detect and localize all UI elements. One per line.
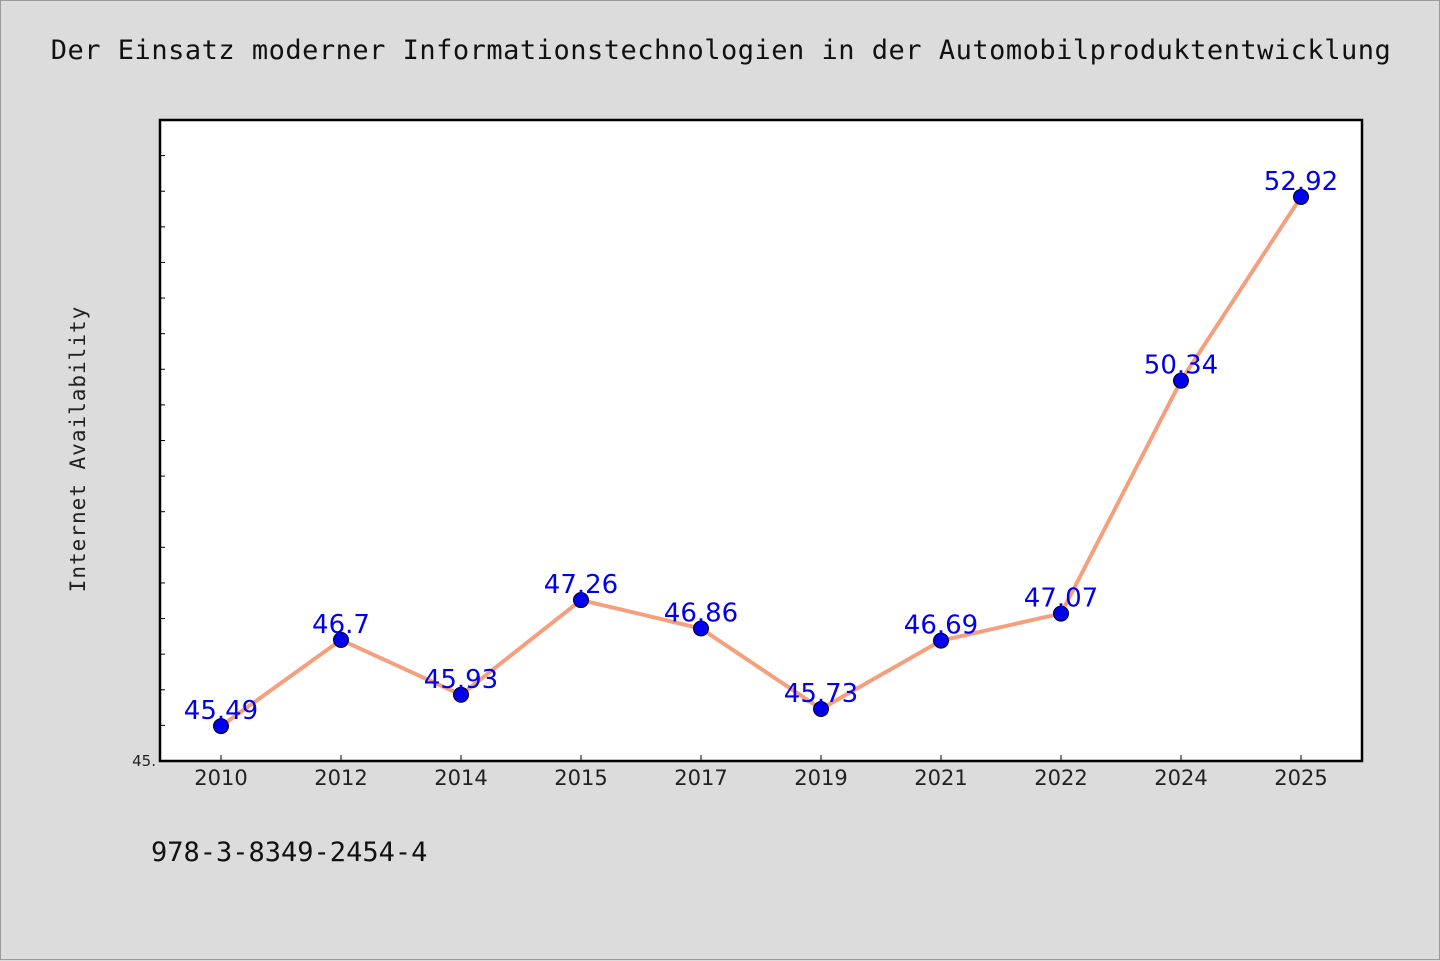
data-label: 46.69 [904,611,978,641]
x-tick-label: 2021 [914,766,967,790]
data-point [1053,605,1069,622]
x-tick-label: 2017 [674,766,727,790]
data-point [933,632,949,649]
x-tick-label: 2022 [1034,766,1087,790]
data-label: 45.93 [424,665,498,695]
data-label: 46.7 [312,610,370,640]
data-point [1293,188,1309,205]
data-label: 46.86 [664,599,738,629]
chart-title: Der Einsatz moderner Informationstechnol… [50,35,1392,66]
data-label: 47.07 [1024,584,1098,614]
data-point [1173,372,1189,389]
x-tick-label: 2014 [434,766,487,790]
y-tick-label: 45. [132,752,156,770]
plot-background [160,120,1362,761]
x-tick-label: 2010 [194,766,247,790]
data-label: 45.49 [184,696,258,726]
data-label: 52.92 [1264,167,1338,197]
data-label: 47.26 [544,570,618,600]
data-point [693,620,709,637]
x-tick-label: 2015 [554,766,607,790]
x-tick-label: 2012 [314,766,367,790]
series-line [219,194,1303,729]
data-point [573,592,589,609]
data-label: 45.73 [784,679,858,709]
data-point [333,631,349,648]
data-point [453,686,469,703]
x-tick-label: 2024 [1154,766,1207,790]
x-tick-label: 2025 [1274,766,1327,790]
data-label: 50.34 [1144,351,1218,381]
isbn-footer: 978-3-8349-2454-4 [151,837,428,868]
data-point [213,718,229,735]
x-tick-label: 2019 [794,766,847,790]
plot-frame [158,118,1364,763]
data-point [813,701,829,718]
